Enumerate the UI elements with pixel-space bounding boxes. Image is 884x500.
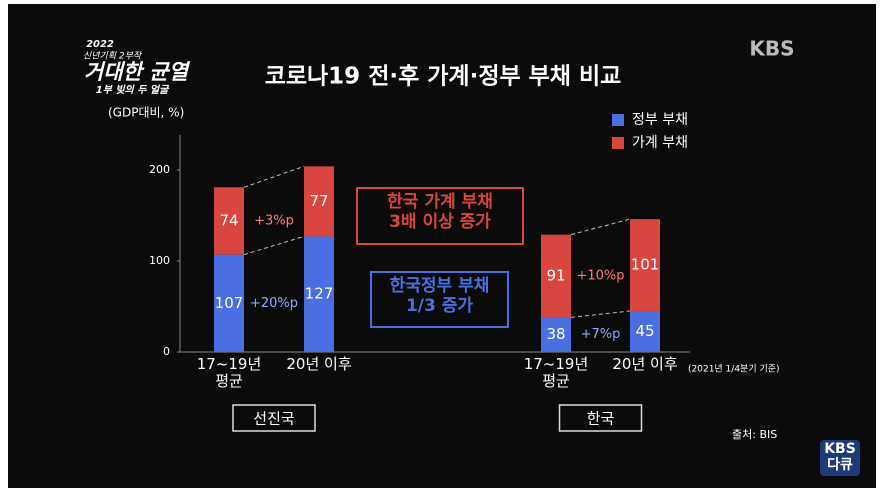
legend-swatch bbox=[612, 114, 624, 126]
value-label: 38 bbox=[546, 325, 565, 343]
value-label: 91 bbox=[546, 267, 565, 285]
group-box bbox=[232, 404, 316, 432]
callout-box bbox=[370, 271, 509, 328]
connector bbox=[570, 310, 631, 318]
badge: KBS 다큐 bbox=[824, 441, 856, 474]
y-tick-label: 200 bbox=[149, 163, 170, 176]
change-label: +20%p bbox=[250, 296, 298, 311]
note: (2021년 1/4분기 기준) bbox=[688, 364, 780, 375]
group-box bbox=[558, 404, 643, 432]
group-label: 선진국 bbox=[253, 410, 295, 428]
bar-segment bbox=[214, 254, 244, 352]
source: 출처: BIS bbox=[732, 428, 777, 441]
value-label: 77 bbox=[309, 192, 328, 210]
broadcaster-logo: KBS bbox=[749, 37, 794, 61]
legend-label: 정부 부채 bbox=[632, 112, 688, 128]
y-axis-label: (GDP대비, %) bbox=[108, 106, 184, 120]
legend-swatch bbox=[612, 137, 624, 149]
logo-episode: 1부 빚의 두 얼굴 bbox=[96, 84, 170, 96]
bar-segment bbox=[630, 219, 660, 312]
badge-bg bbox=[820, 440, 860, 476]
x-tick-label: 20년 이후 bbox=[286, 355, 352, 373]
value-label: 45 bbox=[635, 322, 654, 340]
bar-segment bbox=[630, 311, 660, 352]
y-tick-label: 100 bbox=[149, 254, 170, 267]
bar-segment bbox=[214, 187, 244, 255]
callout: 한국정부 부채 1/3 증가 bbox=[389, 276, 490, 316]
bar-segment bbox=[304, 236, 334, 352]
connector bbox=[570, 218, 631, 236]
change-label: +10%p bbox=[576, 269, 624, 284]
group-label: 한국 bbox=[587, 410, 615, 428]
value-label: 107 bbox=[215, 294, 244, 312]
legend-label: 가계 부채 bbox=[632, 135, 688, 151]
connector bbox=[243, 165, 305, 188]
chart-title: 코로나19 전·후 가계·정부 부채 비교 bbox=[265, 64, 622, 90]
x-tick-label: 17~19년 평균 bbox=[196, 355, 262, 391]
video-frame bbox=[8, 4, 876, 488]
x-tick-label: 17~19년 평균 bbox=[523, 355, 589, 391]
logo-series: 신년기획 2부작 bbox=[83, 51, 143, 62]
change-label: +7%p bbox=[581, 327, 621, 342]
bar-segment bbox=[541, 234, 571, 318]
callout: 한국 가계 부채 3배 이상 증가 bbox=[387, 192, 493, 232]
connector bbox=[243, 235, 305, 256]
value-label: 127 bbox=[305, 285, 334, 303]
change-label: +3%p bbox=[254, 213, 294, 228]
logo-year: 2022 bbox=[86, 39, 114, 50]
logo-program: 거대한 균열 bbox=[84, 60, 191, 84]
y-tick-label: 0 bbox=[163, 345, 170, 358]
callout-box bbox=[356, 187, 524, 245]
bar-segment bbox=[541, 317, 571, 352]
value-label: 74 bbox=[219, 211, 238, 229]
value-label: 101 bbox=[631, 256, 660, 274]
bar-segment bbox=[304, 166, 334, 237]
x-tick-label: 20년 이후 bbox=[612, 355, 678, 373]
